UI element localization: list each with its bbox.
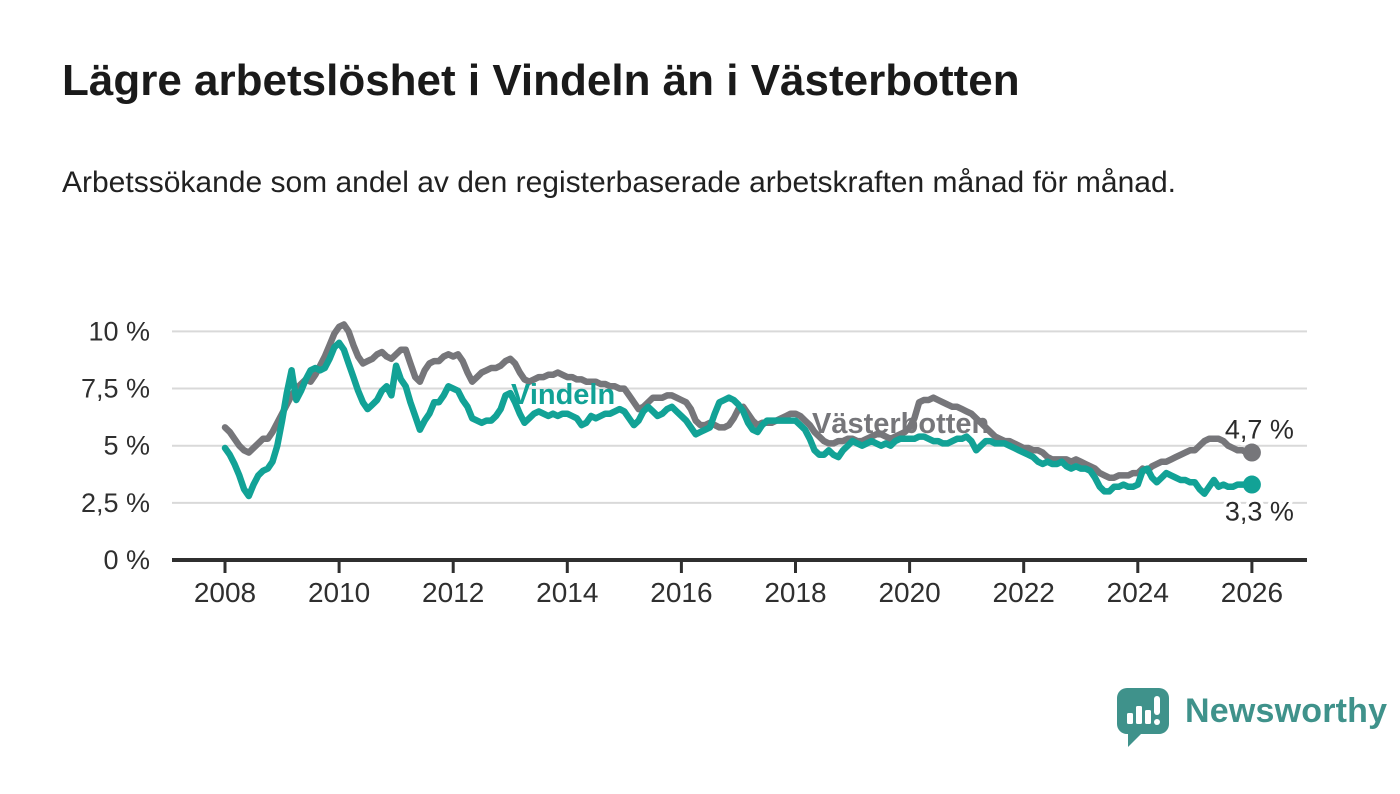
y-tick-label: 0 % bbox=[103, 545, 150, 575]
page-title: Lägre arbetslöshet i Vindeln än i Väster… bbox=[62, 56, 1020, 105]
x-tick-label: 2012 bbox=[422, 577, 484, 608]
newsworthy-logo-icon bbox=[1117, 688, 1169, 747]
y-tick-label: 10 % bbox=[88, 316, 150, 346]
x-tick-label: 2014 bbox=[536, 577, 598, 608]
x-tick-label: 2008 bbox=[194, 577, 256, 608]
x-tick-label: 2010 bbox=[308, 577, 370, 608]
end-value-label-västerbotten: 4,7 % bbox=[1225, 415, 1294, 445]
y-tick-label: 7,5 % bbox=[81, 374, 150, 404]
series-line-vindeln bbox=[221, 339, 1256, 500]
end-dot-vindeln bbox=[1242, 475, 1261, 494]
x-tick-label: 2022 bbox=[993, 577, 1055, 608]
y-tick-label: 5 % bbox=[103, 431, 150, 461]
end-dot-västerbotten bbox=[1242, 443, 1261, 462]
x-tick-label: 2020 bbox=[878, 577, 940, 608]
series-label-västerbotten: Västerbotten bbox=[812, 408, 989, 440]
chart-subtitle: Arbetssökande som andel av den registerb… bbox=[62, 166, 1176, 199]
newsworthy-logo: Newsworthy bbox=[1115, 686, 1387, 750]
x-tick-label: 2016 bbox=[650, 577, 712, 608]
newsworthy-logo-text: Newsworthy bbox=[1185, 691, 1388, 730]
x-tick-label: 2018 bbox=[764, 577, 826, 608]
y-tick-label: 2,5 % bbox=[81, 488, 150, 518]
series-label-vindeln: Vindeln bbox=[511, 379, 615, 411]
end-value-label-vindeln: 3,3 % bbox=[1225, 497, 1294, 527]
x-tick-label: 2026 bbox=[1221, 577, 1283, 608]
x-tick-label: 2024 bbox=[1107, 577, 1169, 608]
